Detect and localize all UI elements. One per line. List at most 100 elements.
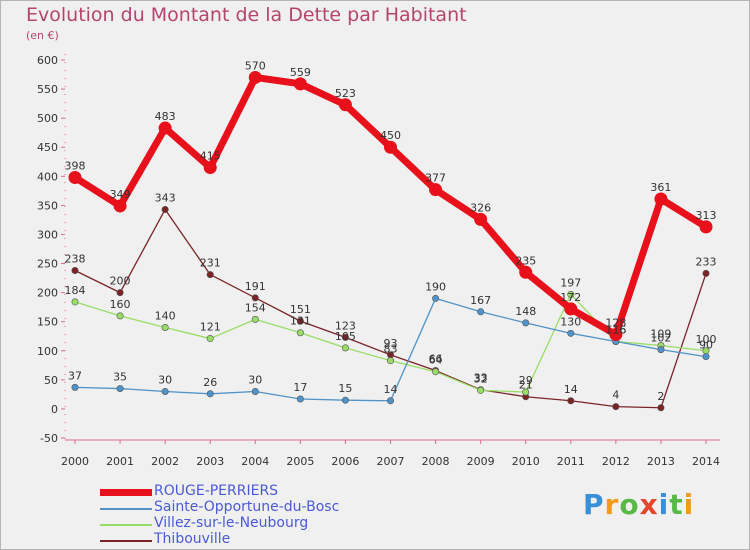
chart-subtitle: (en €) bbox=[26, 29, 59, 42]
y-tick-label: -50 bbox=[40, 432, 58, 445]
data-label: 148 bbox=[515, 305, 536, 318]
data-label: 377 bbox=[425, 172, 446, 185]
data-point bbox=[251, 294, 259, 302]
data-point bbox=[293, 77, 307, 91]
data-point bbox=[654, 192, 668, 206]
proxiti-logo: Proxiti bbox=[583, 488, 694, 521]
data-label: 167 bbox=[470, 294, 491, 307]
data-point bbox=[161, 324, 169, 332]
data-point bbox=[432, 294, 440, 302]
y-tick-label: 150 bbox=[37, 316, 58, 329]
legend-swatch bbox=[100, 540, 152, 542]
data-point bbox=[161, 387, 169, 395]
logo-letter: i bbox=[658, 488, 670, 521]
data-label: 4 bbox=[612, 389, 619, 402]
data-point bbox=[609, 327, 623, 341]
logo-letter: t bbox=[669, 488, 684, 521]
data-point bbox=[206, 271, 214, 279]
data-point bbox=[522, 319, 530, 327]
x-tick-label: 2009 bbox=[467, 455, 495, 468]
data-label: 559 bbox=[290, 66, 311, 79]
data-label: 523 bbox=[335, 87, 356, 100]
data-label: 361 bbox=[650, 181, 671, 194]
data-point bbox=[612, 403, 620, 411]
data-point bbox=[702, 269, 710, 277]
data-label: 121 bbox=[200, 321, 221, 334]
data-point bbox=[432, 368, 440, 376]
y-tick-label: 400 bbox=[37, 170, 58, 183]
data-point bbox=[296, 317, 304, 325]
data-point bbox=[341, 396, 349, 404]
data-label: 32 bbox=[474, 372, 488, 385]
legend-label: Thibouville bbox=[154, 531, 231, 547]
data-point bbox=[158, 121, 172, 135]
x-tick-label: 2002 bbox=[151, 455, 179, 468]
data-label: 151 bbox=[290, 303, 311, 316]
data-point bbox=[206, 390, 214, 398]
legend-swatch bbox=[100, 508, 152, 510]
data-point bbox=[206, 335, 214, 343]
data-point bbox=[248, 70, 262, 84]
y-tick-label: 100 bbox=[37, 345, 58, 358]
data-label: 197 bbox=[560, 276, 581, 289]
data-point bbox=[251, 387, 259, 395]
data-label: 160 bbox=[110, 298, 131, 311]
x-tick-label: 2001 bbox=[106, 455, 134, 468]
data-point bbox=[296, 329, 304, 337]
data-label: 172 bbox=[560, 291, 581, 304]
data-label: 105 bbox=[335, 330, 356, 343]
data-label: 102 bbox=[650, 332, 671, 345]
y-tick-label: 50 bbox=[44, 374, 58, 387]
data-point bbox=[113, 199, 127, 213]
data-label: 33 bbox=[474, 372, 488, 385]
data-label: 14 bbox=[384, 383, 398, 396]
data-label: 326 bbox=[470, 201, 491, 214]
data-label: 30 bbox=[158, 373, 172, 386]
legend-label: Sainte-Opportune-du-Bosc bbox=[154, 499, 340, 515]
data-label: 483 bbox=[155, 110, 176, 123]
x-tick-label: 2008 bbox=[422, 455, 450, 468]
y-tick-label: 200 bbox=[37, 287, 58, 300]
data-point bbox=[71, 383, 79, 391]
data-point bbox=[161, 205, 169, 213]
data-label: 90 bbox=[699, 339, 713, 352]
legend-swatch bbox=[100, 489, 152, 496]
x-tick-label: 2007 bbox=[377, 455, 405, 468]
y-tick-label: 300 bbox=[37, 228, 58, 241]
data-label: 30 bbox=[248, 373, 262, 386]
data-label: 130 bbox=[560, 315, 581, 328]
x-tick-label: 2012 bbox=[602, 455, 630, 468]
data-label: 231 bbox=[200, 257, 221, 270]
logo-letter: r bbox=[604, 488, 620, 521]
data-label: 35 bbox=[113, 371, 127, 384]
data-point bbox=[71, 298, 79, 306]
data-label: 235 bbox=[515, 254, 536, 267]
data-label: 200 bbox=[110, 275, 131, 288]
data-point bbox=[68, 170, 82, 184]
data-label: 100 bbox=[696, 333, 717, 346]
data-label: 29 bbox=[519, 374, 533, 387]
data-label: 398 bbox=[65, 159, 86, 172]
data-point bbox=[386, 357, 394, 365]
data-point bbox=[384, 140, 397, 154]
data-label: 64 bbox=[429, 354, 443, 367]
data-label: 15 bbox=[338, 382, 352, 395]
data-label: 450 bbox=[380, 129, 401, 142]
data-point bbox=[251, 315, 259, 323]
data-label: 570 bbox=[245, 59, 266, 72]
data-point bbox=[203, 161, 217, 175]
data-point bbox=[567, 290, 575, 298]
data-point bbox=[522, 388, 530, 396]
data-label: 190 bbox=[425, 280, 446, 293]
data-label: 415 bbox=[200, 150, 221, 163]
logo-letter: i bbox=[683, 488, 695, 521]
data-label: 93 bbox=[384, 337, 398, 350]
data-label: 233 bbox=[696, 255, 717, 268]
legend-swatch bbox=[100, 524, 152, 526]
logo-letter: o bbox=[619, 488, 640, 521]
data-point bbox=[296, 395, 304, 403]
logo-letter: x bbox=[639, 488, 659, 521]
data-point bbox=[341, 333, 349, 341]
data-point bbox=[657, 346, 665, 354]
